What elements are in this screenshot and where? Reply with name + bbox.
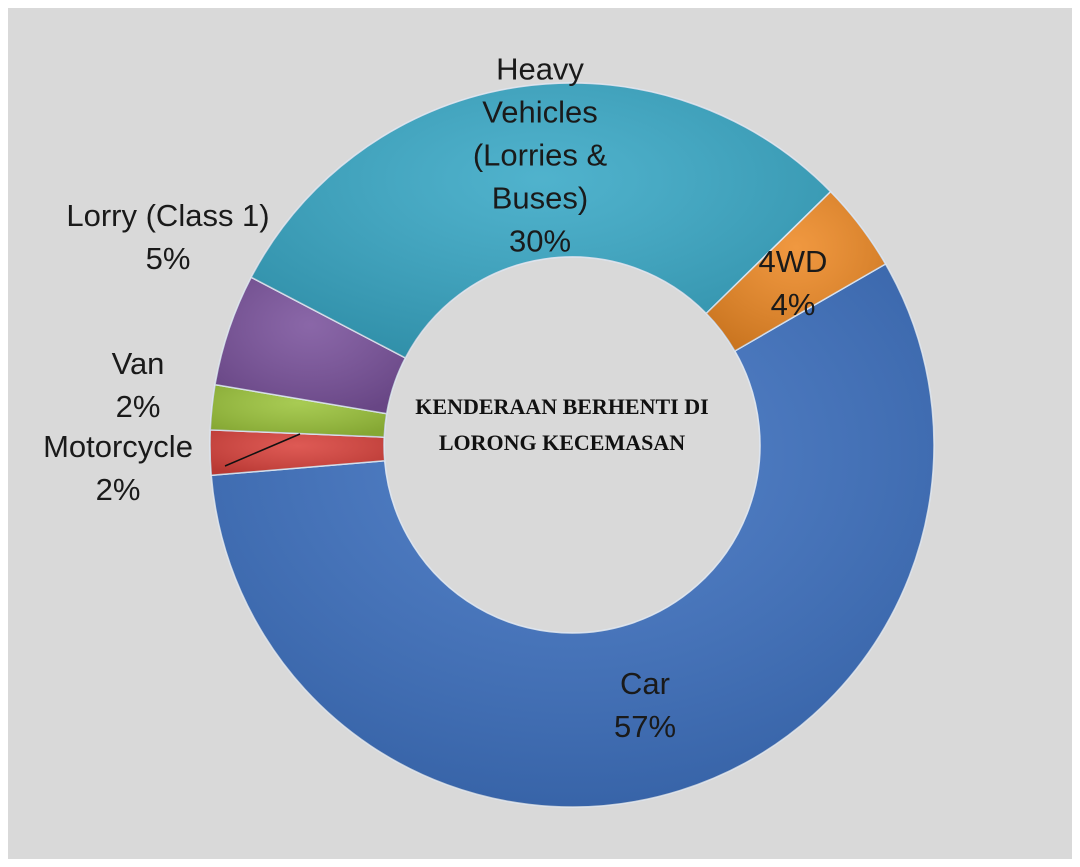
data-label: Van 2% bbox=[112, 342, 165, 428]
category-label: Lorry (Class 1) bbox=[66, 198, 270, 233]
value-label: 5% bbox=[145, 241, 191, 276]
category-label: Heavy Vehicles (Lorries & Buses) bbox=[472, 51, 608, 216]
category-label: 4WD bbox=[758, 244, 828, 279]
slice-shading bbox=[210, 429, 385, 476]
value-label: 2% bbox=[115, 389, 161, 424]
category-label: Motorcycle bbox=[43, 429, 193, 464]
slice-shading bbox=[215, 277, 406, 414]
data-label: Car 57% bbox=[614, 662, 676, 748]
value-label: 2% bbox=[95, 472, 141, 507]
data-label: 4WD 4% bbox=[759, 240, 828, 326]
slice-shading bbox=[211, 264, 934, 808]
data-label: Heavy Vehicles (Lorries & Buses) 30% bbox=[450, 48, 630, 263]
slice-shading bbox=[251, 82, 831, 358]
slices bbox=[209, 82, 935, 808]
chart-title: KENDERAAN BERHENTI DI LORONG KECEMASAN bbox=[415, 394, 709, 455]
data-label: Motorcycle 2% bbox=[43, 425, 193, 511]
slice-shading bbox=[706, 191, 886, 351]
value-label: 57% bbox=[613, 709, 677, 744]
slice-shading bbox=[210, 384, 387, 438]
leader-line bbox=[224, 433, 301, 467]
data-label: Lorry (Class 1) 5% bbox=[66, 194, 269, 280]
category-label: Van bbox=[111, 346, 165, 381]
value-label: 4% bbox=[770, 287, 816, 322]
value-label: 30% bbox=[508, 223, 572, 259]
category-label: Car bbox=[620, 666, 670, 701]
